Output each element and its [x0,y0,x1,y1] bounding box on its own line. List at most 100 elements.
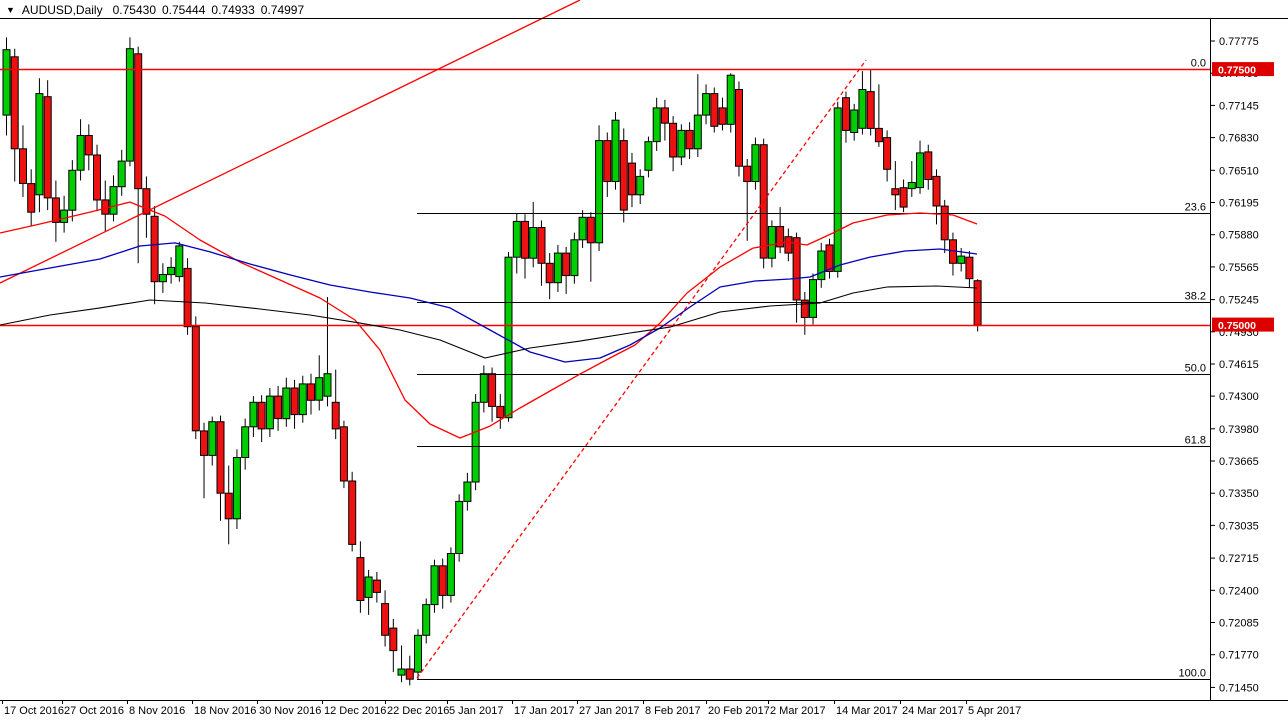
candle-body-up [446,553,455,596]
candle [167,257,176,284]
price-tag-0.75000 [1212,317,1274,332]
trendline-uptrend-solid[interactable] [0,0,581,284]
candle [389,618,398,673]
candle-body-up [636,175,645,196]
candle [973,279,982,332]
candle [430,559,439,613]
candle [685,122,694,159]
candle [200,422,208,499]
ma-mid-blue[interactable] [0,242,978,363]
candle [776,207,785,254]
candle [175,241,184,282]
candle [850,103,859,141]
candle [43,80,52,211]
candle [27,169,36,227]
close-value: 0.74997 [260,2,305,17]
candle-body-up [282,387,291,420]
candle-body-up [512,220,521,258]
candle [652,97,661,151]
candle [504,252,513,422]
candle-body-down [496,405,505,419]
candle-body-up [463,481,472,502]
candle-body-down [438,565,447,596]
fib-level-label-38.2: 38.2 [1185,291,1206,303]
candle-body-up [35,93,44,196]
candle [298,375,307,423]
price-tick-label: 0.72085 [1219,618,1259,630]
date-tick-label: 14 Mar 2017 [836,705,898,717]
symbol-dropdown-icon[interactable]: ▼ [6,4,15,15]
trendline-uptrend-dashed[interactable] [416,59,867,679]
fib-level-label-100.0: 100.0 [1178,668,1206,680]
price-tick-label: 0.74300 [1219,391,1259,403]
candle [488,367,497,422]
candle-body-down [603,140,612,183]
candle-body-down [27,183,36,213]
candle-body-down [216,421,225,494]
candle [726,73,735,133]
candle [784,228,793,262]
candle [833,101,842,278]
date-tick-label: 27 Oct 2016 [64,705,124,717]
candle [125,37,134,167]
candle-body-up [471,401,480,483]
candle-body-down [150,215,159,283]
candle [274,385,283,431]
candle [216,415,225,521]
candle-body-down [924,151,933,180]
ma-fast-red[interactable] [0,201,978,439]
candle-body-up [167,266,176,276]
candle-body-down [586,216,595,244]
candle-body-down [191,326,200,432]
candle [595,125,604,251]
candle [241,418,250,470]
price-tick-label: 0.75565 [1219,262,1259,274]
candle [142,176,151,238]
candle-body-up [397,668,406,676]
candle-body-down [883,137,892,170]
candle-body-up [208,421,217,456]
candle [800,291,809,335]
open-value: 0.75430 [112,2,156,17]
candle [619,128,628,223]
candle [109,175,118,222]
candle [414,629,422,680]
candle-body-up [158,274,167,283]
candle-body-up [125,48,134,162]
candle [60,195,69,233]
candle-body-down [899,187,908,208]
candle-body-down [84,135,93,156]
candle-body-up [529,227,538,259]
candle-body-down [710,93,719,127]
candle [479,365,488,413]
price-tick-label: 0.77145 [1219,100,1259,112]
candle-body-up [907,182,916,190]
ma-slow-black[interactable] [0,285,978,359]
candle-body-down [331,401,340,430]
candle [965,251,974,288]
candle [331,369,340,440]
candle [2,37,11,136]
candle [496,394,505,429]
fib-level-label-23.6: 23.6 [1185,202,1206,214]
candle-body-down [51,197,60,223]
chart-symbol-label: AUDUSD,Daily [21,2,103,17]
candle [660,99,669,141]
candle [907,161,916,197]
candle [628,152,636,208]
price-tick-label: 0.74615 [1219,359,1259,371]
candle-body-down [562,252,571,277]
candle [76,119,85,181]
candle [825,238,834,279]
candle [899,179,908,213]
candle-body-up [957,255,966,264]
candle [743,159,752,241]
candle [603,132,612,197]
candle [702,84,711,125]
candle-body-up [455,500,464,554]
candle [405,655,414,686]
candle [858,71,867,135]
candle-body-up [817,250,826,281]
candle [307,373,315,415]
